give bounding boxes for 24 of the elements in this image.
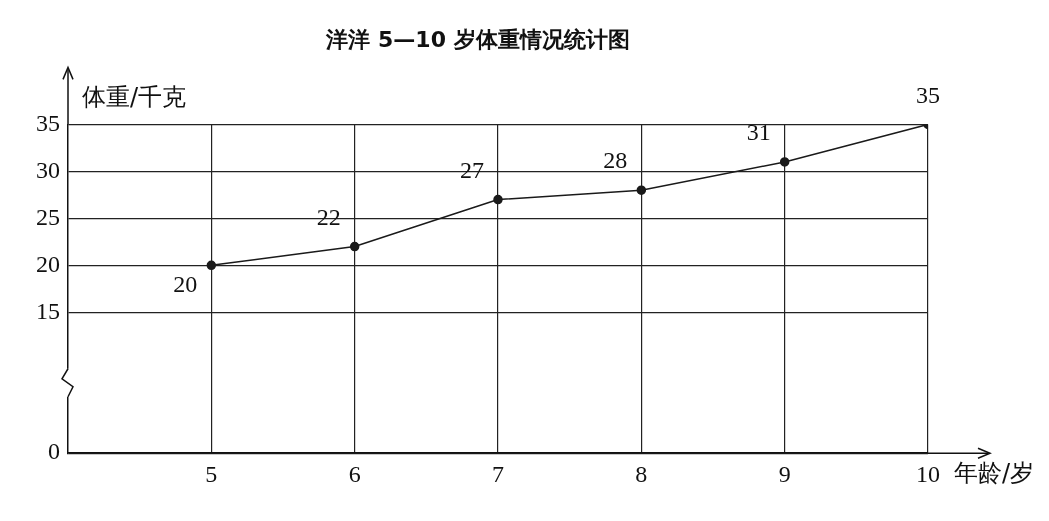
y-tick-label: 0 (48, 438, 60, 465)
point (636, 185, 647, 195)
x-tick-label: 10 (916, 460, 940, 487)
x-tick-label: 8 (635, 460, 648, 487)
y-tick-label: 20 (36, 250, 60, 277)
data-label: 31 (746, 119, 771, 146)
x-axis-title: 年龄/岁 (954, 459, 1035, 488)
point (493, 194, 503, 205)
data-label: 35 (916, 81, 940, 108)
x-tick-label: 9 (778, 460, 791, 487)
point (779, 157, 790, 167)
y-tick-label: 25 (36, 203, 60, 230)
y-tick-label: 35 (36, 109, 60, 136)
data-label: 28 (603, 147, 628, 174)
y-tick-label: 15 (36, 297, 60, 324)
x-tick-label: 7 (492, 460, 504, 487)
x-tick-label: 6 (348, 460, 361, 487)
chart-title: 洋洋 5—10 岁体重情况统计图 (325, 26, 630, 52)
point (206, 260, 217, 271)
y-tick-label: 30 (36, 156, 60, 183)
y-axis-title: 体重/千克 (82, 82, 187, 111)
x-tick-label: 5 (205, 460, 218, 487)
point (349, 241, 360, 252)
data-label: 20 (173, 270, 198, 297)
